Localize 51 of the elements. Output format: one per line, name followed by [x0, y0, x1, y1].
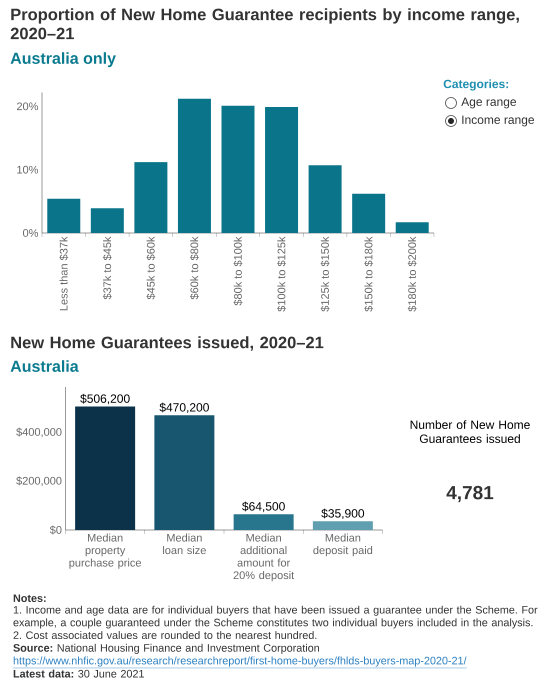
- bar: [396, 222, 429, 233]
- y-tick-label: $400,000: [16, 428, 62, 438]
- text: https://www.nhfic.gov.au/research/researchreport/first-home-buyers/fhlds-buyers-map-2020-21/: [14, 656, 467, 667]
- text: Source: National Housing Finance and Investment Corporation: [13, 644, 319, 654]
- x-tick-label: $37k to $45k: [102, 236, 112, 300]
- y-tick-label: $200,000: [16, 476, 62, 486]
- x-tick-label: Less than $37k: [59, 236, 68, 310]
- text: Age range: [461, 98, 516, 108]
- chart-title: New Home Guarantees issued, 2020–21: [11, 336, 324, 351]
- bar: [178, 98, 211, 233]
- chart-subtitle: Australia: [10, 360, 79, 372]
- x-tick-label: Median additional amount for 20% deposit: [234, 534, 294, 582]
- x-tick-label: $45k to $60k: [146, 236, 156, 300]
- bar: [47, 198, 80, 233]
- text: Income range: [462, 116, 534, 126]
- data-label: $506,200: [80, 394, 130, 404]
- bar: [312, 521, 373, 530]
- chart-subtitle: Australia only: [10, 52, 116, 68]
- x-tick-label: $100k to $125k: [277, 236, 286, 312]
- text: Notes:: [14, 594, 46, 602]
- text: Categories:: [444, 79, 508, 91]
- bar: [352, 194, 386, 233]
- data-label: $35,900: [321, 508, 364, 520]
- bar: [134, 162, 168, 233]
- y-tick-label: 0%: [22, 229, 38, 237]
- x-tick-label: Median deposit paid: [313, 534, 372, 556]
- chart-title: Proportion of New Home Guarantee recipients by income range, 2020–21: [10, 8, 519, 40]
- y-tick-label: 20%: [17, 102, 38, 110]
- x-tick-label: Median property purchase price: [69, 534, 142, 569]
- y-tick-label: $0: [50, 526, 62, 534]
- x-tick-label: $80k to $100k: [234, 236, 242, 306]
- bar: [222, 106, 254, 233]
- bar: [75, 406, 136, 530]
- bar: [154, 415, 214, 530]
- text: 2. Cost associated values are rounded to the nearest hundred.: [14, 631, 316, 640]
- text: Latest data: 30 June 2021: [14, 670, 144, 678]
- data-label: $470,200: [159, 402, 209, 414]
- x-tick-label: $60k to $80k: [190, 236, 199, 300]
- text: 4,781: [446, 486, 494, 502]
- x-tick-label: Median loan size: [163, 534, 206, 554]
- bar: [90, 208, 124, 233]
- data-label: $64,500: [242, 502, 285, 512]
- x-tick-label: $180k to $200k: [408, 236, 417, 312]
- bar: [234, 514, 294, 530]
- x-tick-label: $150k to $180k: [364, 236, 374, 312]
- x-tick-label: $125k to $150k: [320, 236, 330, 312]
- bar: [308, 165, 342, 233]
- y-tick-label: 10%: [17, 166, 38, 174]
- bar: [265, 106, 298, 233]
- text: Number of New Home Guarantees issued: [410, 420, 530, 444]
- text: 1. Income and age data are for individual buyers that have been issued a guarantee under the Scheme. For example, a couple guaranteed under the Scheme constitutes two individual buyers included in the analysis.: [13, 606, 538, 628]
